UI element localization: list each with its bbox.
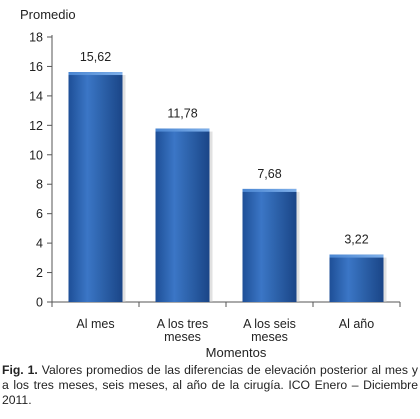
x-tick-label: meses (251, 330, 288, 344)
figure-label: Fig. 1. (2, 363, 38, 377)
y-tick-label: 2 (36, 266, 43, 280)
y-tick-label: 14 (29, 89, 43, 103)
x-tick-label: A los seis (243, 317, 296, 331)
y-tick-label: 8 (36, 178, 43, 192)
bar-top (155, 128, 210, 132)
y-tick-label: 6 (36, 207, 43, 221)
y-axis-label: Promedio (20, 7, 76, 22)
chart-area: Promedio 0 2 4 6 8 10 12 14 16 18 15,62 Al mes 11,78 A… (20, 7, 401, 360)
bar-chart: Promedio 0 2 4 6 8 10 12 14 16 18 15,62 Al mes 11,78 A… (20, 7, 401, 360)
bar (242, 188, 297, 302)
y-tick-label: 0 (36, 296, 43, 310)
y-tick-label: 16 (29, 60, 43, 74)
x-tick-label: meses (164, 330, 201, 344)
bar (329, 254, 384, 302)
caption-text: Valores promedios de las diferencias de … (2, 363, 418, 407)
data-label: 7,68 (257, 167, 281, 181)
x-tick-label: Al mes (76, 317, 114, 331)
bar-top (242, 188, 297, 192)
y-tick-label: 4 (36, 237, 43, 251)
y-tick-label: 12 (29, 119, 43, 133)
bar (155, 128, 210, 302)
y-tick-label: 18 (29, 31, 43, 45)
x-tick-label: Al año (339, 317, 374, 331)
bar (68, 72, 123, 303)
y-tick-label: 10 (29, 148, 43, 162)
bar-top (329, 254, 384, 258)
x-axis-label: Momentos (206, 345, 267, 360)
figure-caption: Fig. 1. Valores promedios de las diferen… (2, 363, 418, 408)
data-label: 15,62 (80, 50, 111, 64)
data-label: 3,22 (344, 233, 368, 247)
bar-top (68, 72, 123, 76)
data-label: 11,78 (167, 107, 197, 121)
x-tick-label: A los tres (157, 317, 208, 331)
